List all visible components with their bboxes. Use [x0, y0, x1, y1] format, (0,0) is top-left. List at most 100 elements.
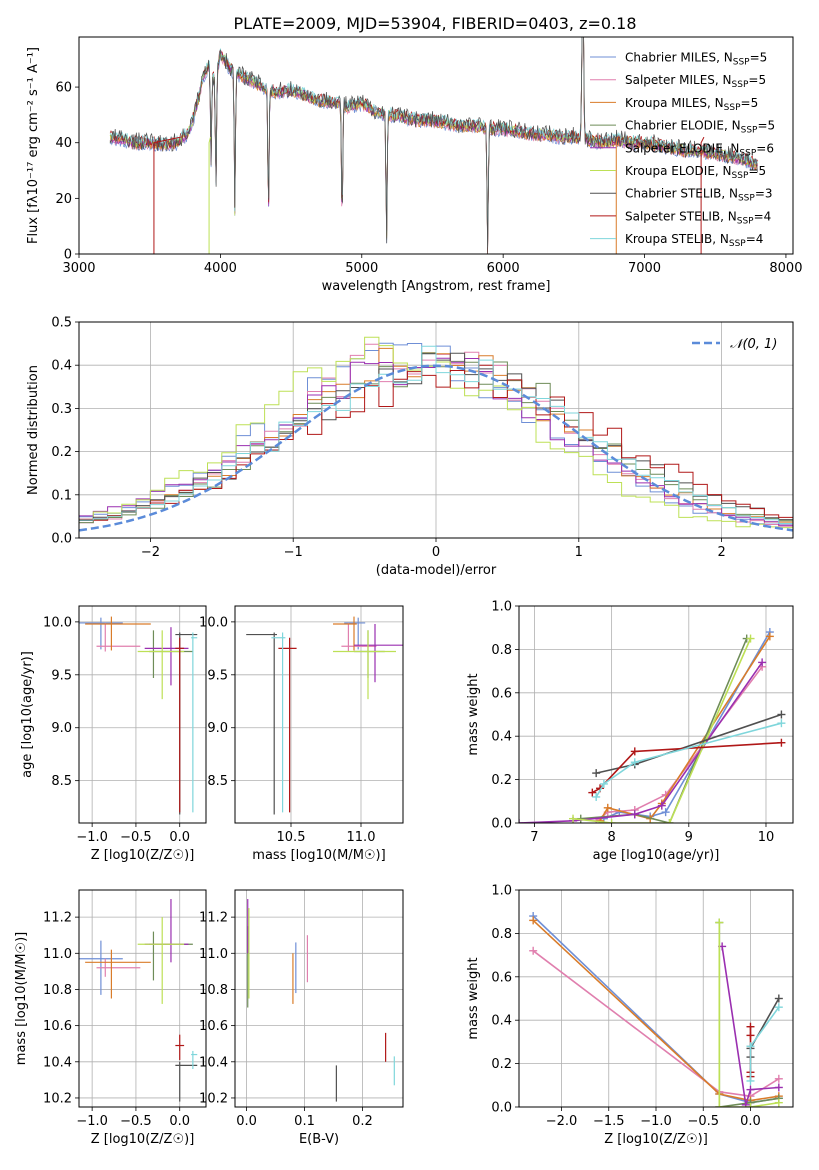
- weight-series-5: [718, 922, 779, 1107]
- y-tick-label: 0.4: [491, 1014, 512, 1029]
- y-tick-label: 0.8: [491, 643, 512, 658]
- weight-marker: [665, 819, 674, 823]
- age_vs_mass-frame: [234, 605, 404, 824]
- legend-entry: Salpeter ELODIE, NSSP=6: [625, 141, 774, 158]
- x-tick-label: 8000: [769, 261, 802, 276]
- weight-marker: [758, 658, 767, 667]
- mass_vs_ebv-axes: 0.0 0.1 0.2 10.2 10.4 10.6 10.8 11.0 11.2 E(B-V): [199, 890, 403, 1147]
- legend-entry: 𝒩(0, 1): [730, 337, 777, 352]
- spectrum-plot-area: [109, 37, 758, 254]
- legend-entry: Kroupa ELODIE, NSSP=5: [625, 164, 766, 181]
- mass_weight_vs_Z-frame: [518, 889, 794, 1108]
- y-axis-label: Flux [fλ10⁻¹⁷ erg cm⁻² s⁻¹ A⁻¹]: [26, 47, 41, 244]
- weight-series-4: [721, 946, 779, 1106]
- weight-marker: [715, 1103, 724, 1107]
- y-tick-label: 0.3: [51, 402, 72, 417]
- weight-marker: [777, 710, 786, 719]
- y-tick-label: 0.8: [491, 927, 512, 942]
- y-tick-label: 60: [55, 81, 72, 96]
- legend-entry: Salpeter STELIB, NSSP=4: [625, 209, 771, 226]
- y-tick-label: 10.2: [43, 1091, 72, 1106]
- x-tick-label: −1.5: [593, 1114, 625, 1129]
- legend-entry: Chabrier ELODIE, NSSP=5: [625, 119, 775, 136]
- x-tick-label: 1: [575, 545, 583, 560]
- normal-reference-curve: [79, 364, 793, 532]
- weight-marker: [715, 918, 724, 927]
- x-tick-label: −0.5: [120, 830, 152, 845]
- y-tick-label: 10.0: [199, 615, 228, 630]
- y-tick-label: 10.0: [43, 615, 72, 630]
- legend-entry: Salpeter MILES, NSSP=5: [625, 73, 766, 90]
- y-tick-label: 8.5: [207, 774, 228, 789]
- weight-marker: [592, 769, 601, 778]
- weight-marker: [592, 792, 601, 801]
- residual_histogram-axes: −2 −1 0 1 2 0.0 0.1 0.2 0.3 0.4 0.5 (data-model)/er…: [26, 316, 793, 578]
- histogram-series-8: [79, 345, 793, 524]
- y-tick-label: 11.2: [43, 911, 72, 926]
- weight-marker: [588, 788, 597, 797]
- mass_weight_vs_Z-axes: −2.0 −1.5 −1.0 −0.5 0.0 0.0 0.2 0.4 0.6 0.8 1.0 Z […: [466, 884, 793, 1147]
- x-axis-label: age [log10(age/yr)]: [593, 848, 720, 863]
- weight-series-7: [591, 741, 782, 794]
- spectrum-axes: 3000 4000 5000 6000 7000 8000 0 20 40 60 wavelengt…: [26, 47, 802, 294]
- residual_histogram-frame: [78, 321, 794, 539]
- weight-marker: [746, 634, 755, 643]
- y-tick-label: 9.0: [207, 721, 228, 736]
- weight-marker: [765, 632, 774, 641]
- x-axis-label: Z [log10(Z/Z☉)]: [91, 848, 195, 863]
- x-tick-label: −0.5: [120, 1114, 152, 1129]
- x-tick-label: 0.0: [236, 1114, 257, 1129]
- y-tick-label: 0.5: [51, 316, 72, 331]
- x-tick-label: 10: [758, 830, 775, 845]
- y-tick-label: 0.2: [51, 445, 72, 460]
- x-tick-label: 0: [432, 545, 440, 560]
- x-tick-label: 2: [717, 545, 725, 560]
- y-tick-label: 0.0: [491, 1101, 512, 1116]
- y-tick-label: 9.5: [207, 668, 228, 683]
- age_vs_Z-plot-area: [79, 616, 198, 815]
- spectrum-legend: Chabrier MILES, NSSP=5 Salpeter MILES, NS…: [590, 51, 775, 249]
- y-tick-label: 0.2: [491, 773, 512, 788]
- x-tick-label: −1.0: [76, 830, 108, 845]
- x-tick-label: 8: [607, 830, 615, 845]
- x-tick-label: −2.0: [546, 1114, 578, 1129]
- x-tick-label: 4000: [204, 261, 237, 276]
- x-tick-label: 0.2: [352, 1114, 373, 1129]
- histogram-legend: 𝒩(0, 1): [692, 337, 777, 352]
- y-axis-label: mass [log10(M/M☉)]: [14, 932, 29, 1065]
- x-tick-label: −2: [141, 545, 160, 560]
- y-tick-label: 1.0: [491, 600, 512, 615]
- weight-marker: [777, 738, 786, 747]
- y-tick-label: 11.2: [199, 911, 228, 926]
- y-tick-label: 10.4: [199, 1055, 228, 1070]
- residual_histogram-plot-area: [79, 336, 793, 532]
- x-tick-label: 7: [530, 830, 538, 845]
- x-tick-label: 3000: [62, 261, 95, 276]
- spectrum-model-drop: [615, 137, 619, 254]
- age_vs_Z-frame: [78, 605, 207, 824]
- x-tick-label: 0.0: [169, 1114, 190, 1129]
- y-axis-label: Normed distribution: [26, 365, 41, 495]
- y-tick-label: 40: [55, 136, 72, 151]
- weight-marker: [777, 719, 786, 728]
- weight-marker: [746, 1085, 755, 1094]
- weight-marker: [661, 808, 670, 817]
- weight-marker: [529, 946, 538, 955]
- y-tick-label: 0.4: [51, 359, 72, 374]
- x-tick-label: −1: [284, 545, 303, 560]
- weight-marker: [607, 819, 616, 823]
- weight-marker: [630, 747, 639, 756]
- weight-series-2: [532, 919, 779, 1102]
- weight-marker: [741, 1100, 750, 1107]
- weight-marker: [746, 1042, 755, 1051]
- y-tick-label: 10.6: [43, 1019, 72, 1034]
- x-tick-label: −0.5: [687, 1114, 719, 1129]
- x-tick-label: 11.0: [347, 830, 376, 845]
- weight-series-2: [599, 635, 771, 822]
- age_vs_mass-axes: 10.5 11.0 8.5 9.0 9.5 10.0 mass [log10(M/M☉)]: [199, 606, 403, 863]
- legend-entry: Kroupa STELIB, NSSP=4: [625, 232, 763, 249]
- age_vs_mass-plot-area: [246, 616, 403, 815]
- weight-marker: [657, 801, 666, 810]
- x-axis-label: wavelength [Angstrom, rest frame]: [322, 279, 551, 294]
- y-tick-label: 20: [55, 192, 72, 207]
